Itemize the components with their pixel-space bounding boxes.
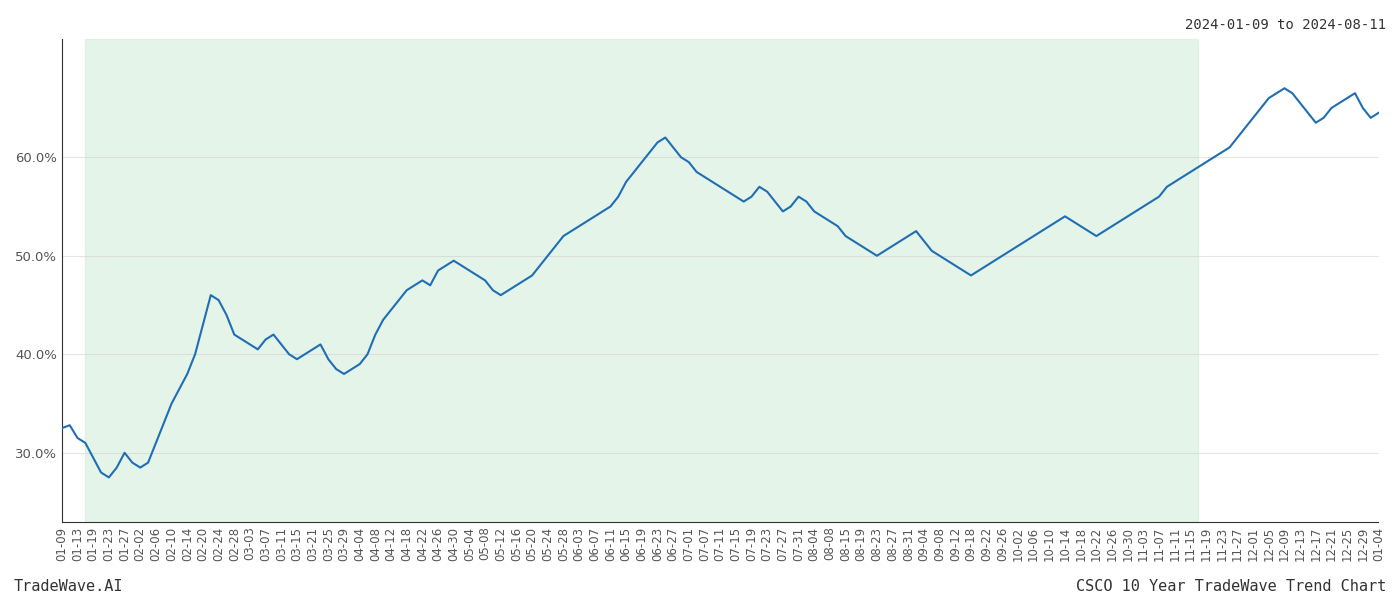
Text: 2024-01-09 to 2024-08-11: 2024-01-09 to 2024-08-11 xyxy=(1184,18,1386,32)
Text: CSCO 10 Year TradeWave Trend Chart: CSCO 10 Year TradeWave Trend Chart xyxy=(1075,579,1386,594)
Bar xyxy=(85,39,1198,522)
Text: TradeWave.AI: TradeWave.AI xyxy=(14,579,123,594)
